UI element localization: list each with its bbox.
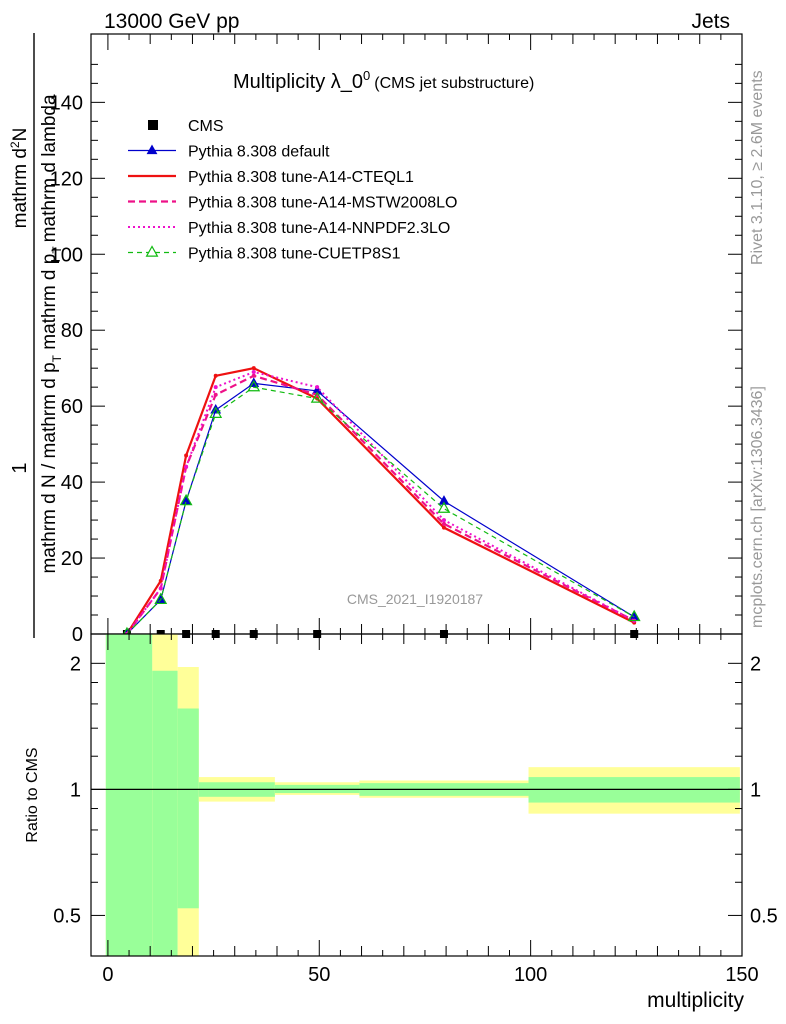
- legend-label-nnpdf: Pythia 8.308 tune-A14-NNPDF2.3LO: [188, 220, 450, 237]
- legend-label-mstw: Pythia 8.308 tune-A14-MSTW2008LO: [188, 195, 457, 212]
- series-point-cuetp8s1-6: [437, 501, 451, 513]
- y-label-denominator: mathrm d N / mathrm d pT mathrm d pTmath…: [39, 94, 64, 574]
- main-panel: 0 20 40 60 80 100 120 140 CMS_2021_I1920187 Mul…: [50, 33, 743, 646]
- series-point-mstw-6: [441, 521, 446, 526]
- y-label-den2: mathrm d p: [39, 254, 60, 355]
- ratio-ytick-label-left-0.5: 0.5: [53, 905, 81, 927]
- series-point-default-6: [438, 495, 450, 505]
- series-point-mstw-3: [213, 392, 218, 397]
- series-point-nnpdf-2: [184, 464, 189, 469]
- rivet-version-label: Rivet 3.1.10, ≥ 2.6M events: [749, 70, 766, 265]
- ratio-xtick-label-50: 50: [308, 964, 330, 986]
- main-ticks: 0 20 40 60 80 100 120 140: [50, 34, 743, 646]
- series-point-default-5: [311, 384, 323, 395]
- series-point-cteql1-2: [184, 453, 189, 458]
- legend-marker-cms: [148, 120, 158, 130]
- main-ytick-label-0: 0: [72, 624, 83, 646]
- legend-label-cuetp8s1: Pythia 8.308 tune-CUETP8S1: [188, 246, 401, 263]
- series-point-default-7: [628, 610, 640, 621]
- x-axis-label: multiplicity: [647, 989, 744, 1012]
- mcplots-label: mcplots.cern.ch [arXiv:1306.3436]: [749, 386, 766, 628]
- legend-label-cteql1: Pythia 8.308 tune-A14-CTEQL1: [188, 169, 414, 186]
- legend-marker-default: [146, 144, 158, 155]
- y-label-num-text2: N: [10, 128, 31, 142]
- ratio-y-axis-label: Ratio to CMS: [24, 747, 41, 842]
- main-y-axis-label: 1 mathrm d2N mathrm d N / mathrm d pT ma…: [8, 33, 64, 638]
- ratio-ytick-label-right-1: 1: [750, 779, 761, 801]
- series-point-nnpdf-5: [315, 385, 320, 390]
- series-point-cuetp8s1-5: [310, 391, 324, 403]
- series-point-cteql1-6: [441, 525, 446, 530]
- series-point-cuetp8s1-3: [209, 406, 223, 418]
- chart-title-main: Multiplicity λ_0: [233, 71, 363, 93]
- ratio-band-inner-1: [152, 670, 178, 956]
- series-line-cteql1: [126, 367, 635, 635]
- series-point-nnpdf-3: [213, 385, 218, 390]
- header-energy: 13000 GeV pp: [104, 10, 239, 33]
- series-point-cuetp8s1-2: [179, 493, 193, 506]
- main-ytick-label-100: 100: [50, 244, 83, 266]
- y-label-den: mathrm d N / mathrm d p: [39, 362, 60, 573]
- y-label-numerator-right: mathrm d2N: [8, 128, 31, 229]
- series-point-cteql1-3: [213, 373, 218, 378]
- series-point-mstw-4: [251, 373, 256, 378]
- analysis-watermark: CMS_2021_I1920187: [347, 591, 483, 607]
- series-line-cuetp8s1: [126, 386, 635, 635]
- y-label-den2-sub: T: [50, 246, 64, 254]
- ratio-ytick-label-right-2: 2: [750, 653, 761, 675]
- main-ytick-label-60: 60: [61, 396, 83, 418]
- chart-title: Multiplicity λ_00 (CMS jet substructure): [233, 68, 534, 93]
- chart-title-sup: 0: [363, 68, 370, 83]
- ratio-xtick-label-100: 100: [514, 964, 547, 986]
- header-category: Jets: [691, 10, 730, 33]
- main-ytick-label-20: 20: [61, 548, 83, 570]
- chart-title-suffix: (CMS jet substructure): [374, 75, 534, 92]
- y-label-num-text: mathrm d: [10, 148, 31, 228]
- y-label-numerator-one: 1: [9, 462, 31, 473]
- ratio-ytick-label-left-1: 1: [70, 779, 81, 801]
- ratio-band-inner-2: [177, 708, 199, 909]
- series-point-nnpdf-1: [158, 586, 163, 591]
- ratio-frame: [90, 633, 743, 957]
- series-point-cuetp8s1-7: [627, 609, 641, 622]
- ratio-plot-content: [91, 634, 742, 956]
- main-ytick-label-140: 140: [50, 92, 83, 114]
- main-ytick-label-120: 120: [50, 168, 83, 190]
- series-point-nnpdf-6: [441, 518, 446, 523]
- ratio-ytick-label-left-2: 2: [70, 653, 81, 675]
- main-ytick-label-80: 80: [61, 320, 83, 342]
- ratio-ytick-label-right-0.5: 0.5: [750, 905, 778, 927]
- legend-marker-cuetp8s1: [145, 245, 159, 257]
- ratio-band-inner-0: [105, 634, 153, 956]
- y-label-num-sup: 2: [8, 141, 22, 148]
- y-label-den3: mathrm d lambda: [39, 94, 60, 242]
- main-ytick-label-40: 40: [61, 472, 83, 494]
- series-point-cteql1-4: [251, 366, 256, 371]
- main-plot-content: [120, 366, 641, 639]
- series-line-mstw: [126, 374, 635, 635]
- ratio-xtick-label-150: 150: [725, 964, 758, 986]
- legend-label-cms: CMS: [188, 118, 224, 135]
- y-label-den-sub: T: [50, 354, 64, 362]
- series-line-nnpdf: [126, 370, 635, 635]
- ratio-xtick-label-0: 0: [102, 964, 113, 986]
- legend-label-default: Pythia 8.308 default: [188, 144, 330, 161]
- series-point-cuetp8s1-1: [154, 592, 168, 605]
- series-point-cuetp8s1-4: [247, 379, 261, 392]
- ratio-ticks: 0 50 100 150 0.5 0.5 1 1 2 2: [53, 634, 778, 986]
- ratio-panel: 0 50 100 150 0.5 0.5 1 1 2 2: [53, 633, 778, 986]
- series-point-default-2: [180, 495, 192, 505]
- series-point-nnpdf-4: [251, 369, 256, 374]
- legend: CMS Pythia 8.308 default Pythia 8.308 tune…: [128, 118, 457, 263]
